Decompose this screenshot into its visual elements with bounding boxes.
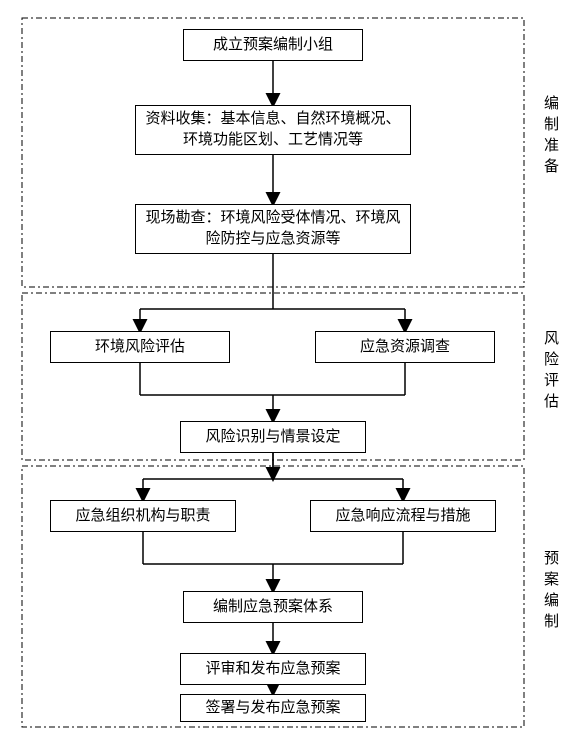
phase-label-text: 风险评估: [542, 330, 558, 414]
node-review-publish: 评审和发布应急预案: [180, 653, 366, 685]
phase-label-text: 编制准备: [542, 95, 558, 179]
phase-label-prep: 编制准备: [540, 95, 561, 179]
node-label: 环境风险评估: [95, 337, 185, 358]
node-label: 风险识别与情景设定: [205, 427, 340, 448]
node-compile-plan: 编制应急预案体系: [183, 591, 363, 623]
flowchart-canvas: 成立预案编制小组 资料收集：基本信息、自然环境概况、环境功能区划、工艺情况等 现…: [0, 0, 579, 747]
node-label: 签署与发布应急预案: [205, 698, 340, 719]
node-risk-assessment: 环境风险评估: [50, 331, 230, 363]
phase-label-text: 预案编制: [542, 550, 558, 634]
node-label: 应急资源调查: [360, 337, 450, 358]
node-sign-publish: 签署与发布应急预案: [180, 694, 366, 722]
node-label: 应急响应流程与措施: [335, 506, 470, 527]
node-site-survey: 现场勘查：环境风险受体情况、环境风险防控与应急资源等: [135, 204, 411, 254]
node-label: 现场勘查：环境风险受体情况、环境风险防控与应急资源等: [144, 208, 402, 250]
node-label: 应急组织机构与职责: [75, 506, 210, 527]
node-establish-team: 成立预案编制小组: [183, 29, 363, 61]
phase-label-assess: 风险评估: [540, 330, 561, 414]
node-risk-identification: 风险识别与情景设定: [180, 421, 366, 453]
node-label: 评审和发布应急预案: [205, 659, 340, 680]
node-response-process: 应急响应流程与措施: [310, 500, 496, 532]
node-label: 资料收集：基本信息、自然环境概况、环境功能区划、工艺情况等: [144, 109, 402, 151]
node-label: 编制应急预案体系: [213, 597, 333, 618]
phase-label-compile: 预案编制: [540, 550, 561, 634]
node-resource-survey: 应急资源调查: [315, 331, 495, 363]
node-label: 成立预案编制小组: [213, 35, 333, 56]
node-data-collection: 资料收集：基本信息、自然环境概况、环境功能区划、工艺情况等: [135, 105, 411, 155]
node-org-responsibility: 应急组织机构与职责: [50, 500, 236, 532]
